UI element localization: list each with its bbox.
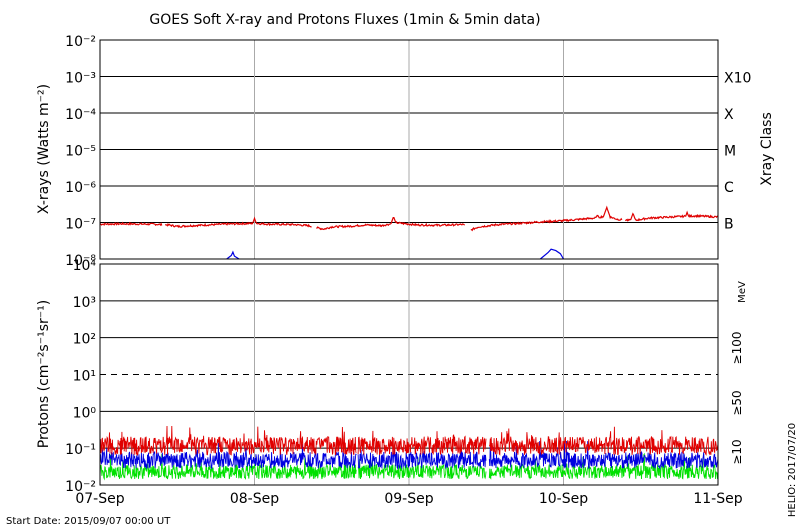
proton-y-tick-label: 10³ [73, 295, 96, 311]
xray-class-label: X10 [724, 71, 751, 87]
x-tick-label: 07-Sep [75, 491, 124, 507]
proton-y-tick-label: 10² [73, 332, 96, 348]
proton-legend: ≥100 ≥50 ≥10 [730, 332, 744, 465]
chart-title: GOES Soft X-ray and Protons Fluxes (1min… [149, 12, 540, 28]
proton-legend-entry: ≥50 [730, 390, 744, 415]
x-axis-tick-labels: 07-Sep 08-Sep 09-Sep 10-Sep 11-Sep [75, 491, 742, 507]
x-tick-label: 08-Sep [230, 491, 279, 507]
proton-y-tick-labels: 10⁻² 10⁻¹ 10⁰ 10¹ 10² 10³ 10⁴ [65, 258, 96, 495]
proton-y-tick-label: 10¹ [73, 369, 96, 385]
proton-series-line [99, 440, 719, 470]
xray-y-tick-label: 10⁻⁴ [65, 107, 96, 123]
x-tick-label: 10-Sep [539, 491, 588, 507]
xray-class-label: C [724, 180, 734, 196]
xray-frame [99, 39, 719, 260]
proton-legend-entry: ≥100 [730, 332, 744, 365]
xray-series [99, 205, 719, 260]
xray-series-line [99, 205, 719, 232]
xray-class-label: M [724, 144, 736, 160]
proton-unit-label: MeV [737, 281, 748, 303]
xray-class-axis-label: Xray Class [759, 112, 775, 186]
proton-series-line [99, 452, 719, 481]
xray-y-tick-label: 10⁻² [65, 34, 96, 50]
xray-y-axis-label: X-rays (Watts m⁻²) [36, 84, 52, 214]
xray-y-tick-label: 10⁻⁷ [65, 217, 96, 233]
proton-frame [99, 263, 719, 486]
proton-y-axis-label: Protons (cm⁻²s⁻¹sr⁻¹) [36, 300, 52, 449]
xray-class-label: X [724, 107, 734, 123]
xray-y-tick-label: 10⁻⁶ [65, 180, 96, 196]
xray-y-tick-label: 10⁻⁵ [65, 144, 96, 160]
x-tick-label: 11-Sep [693, 491, 742, 507]
xray-class-label: B [724, 217, 734, 233]
proton-y-tick-label: 10⁴ [73, 258, 97, 274]
proton-y-tick-label: 10⁰ [73, 405, 97, 421]
helio-footer: HELIO: 2017/07/20 [787, 423, 798, 517]
proton-y-tick-label: 10⁻² [65, 479, 96, 495]
proton-panel: 10⁻² 10⁻¹ 10⁰ 10¹ 10² 10³ 10⁴ Protons (cm⁻²s⁻¹… [36, 258, 748, 495]
xray-class-labels: B C M X X10 [724, 71, 751, 233]
xray-series-line [226, 248, 565, 260]
xray-y-tick-label: 10⁻³ [65, 71, 96, 87]
start-date-footer: Start Date: 2015/09/07 00:00 UT [6, 516, 171, 527]
x-tick-label: 09-Sep [384, 491, 433, 507]
xray-panel: 10⁻⁸ 10⁻⁷ 10⁻⁶ 10⁻⁵ 10⁻⁴ 10⁻³ 10⁻² B C M X X10 X-r… [36, 34, 775, 269]
proton-series [99, 425, 719, 481]
xray-y-tick-label: 10⁻⁸ [65, 253, 96, 269]
proton-legend-entry: ≥10 [730, 439, 744, 464]
proton-series-line [99, 425, 719, 456]
xray-y-tick-labels: 10⁻⁸ 10⁻⁷ 10⁻⁶ 10⁻⁵ 10⁻⁴ 10⁻³ 10⁻² [65, 34, 96, 269]
proton-y-tick-label: 10⁻¹ [65, 442, 96, 458]
xray-gridlines [100, 40, 718, 259]
proton-gridlines [100, 264, 718, 485]
